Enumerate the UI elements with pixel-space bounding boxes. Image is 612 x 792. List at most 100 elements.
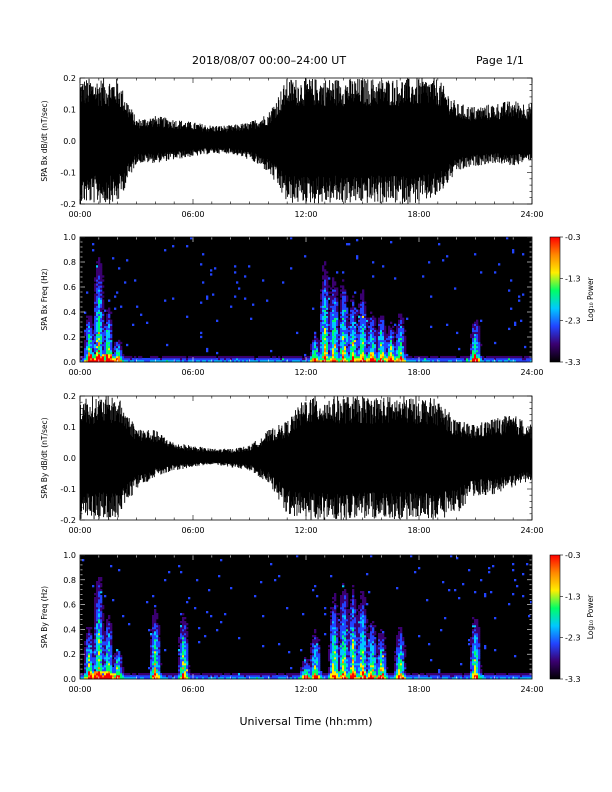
spectrogram-cell bbox=[80, 675, 83, 678]
spectrogram-cell bbox=[328, 307, 331, 310]
spectrogram-cell bbox=[442, 355, 445, 359]
spectrogram-cell bbox=[100, 623, 103, 626]
spectrogram-cell bbox=[102, 641, 105, 644]
spectrogram-cell bbox=[354, 323, 357, 327]
spectrogram-cell bbox=[108, 317, 111, 320]
spectrogram-cell bbox=[398, 637, 401, 640]
spectrogram-cell bbox=[86, 315, 89, 318]
spectrogram-cell bbox=[232, 673, 235, 676]
spectrogram-cell bbox=[86, 635, 89, 638]
spectrogram-cell bbox=[314, 335, 317, 339]
spectrogram-cell bbox=[382, 645, 385, 648]
spectrogram-cell bbox=[448, 357, 451, 361]
spectrogram-cell bbox=[354, 601, 357, 604]
spectrogram-cell bbox=[344, 315, 347, 318]
spectrogram-cell bbox=[364, 309, 367, 312]
spectrogram-cell bbox=[88, 647, 91, 650]
spectrogram-cell bbox=[316, 659, 319, 662]
spectrogram-cell bbox=[246, 675, 249, 678]
spectrogram-cell bbox=[372, 321, 375, 324]
spectrogram-cell bbox=[98, 291, 101, 294]
spectrogram-cell bbox=[334, 677, 337, 680]
spectrogram-cell bbox=[390, 355, 393, 359]
spectrogram-cell bbox=[380, 347, 383, 351]
spectrogram-cell bbox=[388, 335, 391, 339]
spectrogram-cell bbox=[430, 295, 433, 298]
spectrogram-cell bbox=[404, 673, 407, 676]
spectrogram-cell bbox=[360, 313, 363, 316]
spectrogram-cell bbox=[108, 643, 111, 646]
plot-frame bbox=[79, 395, 533, 521]
spectrogram-cell bbox=[354, 659, 357, 662]
spectrogram-cell bbox=[334, 603, 337, 606]
spectrogram-cell bbox=[240, 359, 243, 363]
spectrogram-cell bbox=[398, 333, 401, 337]
spectrogram-cell bbox=[352, 337, 355, 341]
spectrogram-cell bbox=[330, 313, 333, 316]
spectrogram-cell bbox=[86, 357, 89, 361]
spectrogram-cell bbox=[340, 625, 343, 628]
spectrogram-cell bbox=[342, 325, 345, 329]
spectrogram-cell bbox=[156, 617, 159, 620]
spectrogram-cell bbox=[254, 359, 257, 363]
spectrogram-cell bbox=[378, 359, 381, 363]
spectrogram-cell bbox=[108, 357, 111, 361]
spectrogram-cell bbox=[364, 609, 367, 612]
spectrogram-cell bbox=[316, 677, 319, 680]
spectrogram-cell bbox=[348, 653, 351, 656]
spectrogram-cell bbox=[180, 669, 183, 672]
spectrogram-cell bbox=[472, 353, 475, 357]
spectrogram-cell bbox=[386, 337, 389, 341]
spectrogram-cell bbox=[94, 325, 97, 329]
spectrogram-cell bbox=[356, 357, 359, 361]
spectrogram-cell bbox=[296, 357, 299, 361]
spectrogram-cell bbox=[88, 341, 91, 345]
spectrogram-cell bbox=[372, 335, 375, 339]
spectrogram-cell bbox=[386, 667, 389, 670]
spectrogram-cell bbox=[94, 333, 97, 337]
spectrogram-cell bbox=[524, 357, 527, 361]
spectrogram-cell bbox=[344, 359, 347, 363]
spectrogram-cell bbox=[96, 315, 99, 318]
spectrogram-cell bbox=[312, 673, 315, 676]
spectrogram-cell bbox=[400, 655, 403, 658]
spectrogram-cell bbox=[328, 331, 331, 335]
spectrogram-cell bbox=[328, 319, 331, 322]
spectrogram-cell bbox=[322, 313, 325, 316]
spectrogram-cell bbox=[398, 357, 401, 361]
spectrogram-cell bbox=[84, 353, 87, 357]
spectrogram-cell bbox=[154, 647, 157, 650]
spectrogram-cell bbox=[86, 659, 89, 662]
spectrogram-cell bbox=[328, 311, 331, 314]
spectrogram-cell bbox=[112, 659, 115, 662]
spectrogram-cell bbox=[274, 673, 277, 676]
spectrogram-cell bbox=[400, 349, 403, 353]
spectrogram-cell bbox=[128, 355, 131, 359]
spectrogram-cell bbox=[98, 333, 101, 337]
spectrogram-cell bbox=[184, 675, 187, 678]
spectrogram-cell bbox=[252, 677, 255, 680]
spectrogram-cell bbox=[358, 649, 361, 652]
spectrogram-cell bbox=[344, 643, 347, 646]
spectrogram-cell bbox=[324, 673, 327, 676]
spectrogram-cell bbox=[330, 325, 333, 329]
spectrogram-cell bbox=[100, 637, 103, 640]
spectrogram-cell bbox=[106, 663, 109, 666]
spectrogram-cell bbox=[308, 659, 311, 662]
spectrogram-cell bbox=[320, 301, 323, 304]
spectrogram-cell bbox=[334, 347, 337, 351]
spectrogram-cell bbox=[334, 617, 337, 620]
spectrogram-cell bbox=[150, 647, 153, 650]
spectrogram-cell bbox=[154, 639, 157, 642]
spectrogram-cell bbox=[348, 337, 351, 341]
spectrogram-cell bbox=[336, 319, 339, 322]
spectrogram-cell bbox=[330, 631, 333, 634]
spectrogram-cell bbox=[350, 649, 353, 652]
spectrogram-cell bbox=[402, 665, 405, 668]
spectrogram-cell bbox=[350, 609, 353, 612]
spectrogram-cell bbox=[334, 345, 337, 349]
spectrogram-cell bbox=[496, 357, 499, 361]
spectrogram-cell bbox=[384, 325, 387, 329]
spectrogram-cell bbox=[326, 275, 329, 278]
spectrogram-cell bbox=[144, 675, 147, 678]
